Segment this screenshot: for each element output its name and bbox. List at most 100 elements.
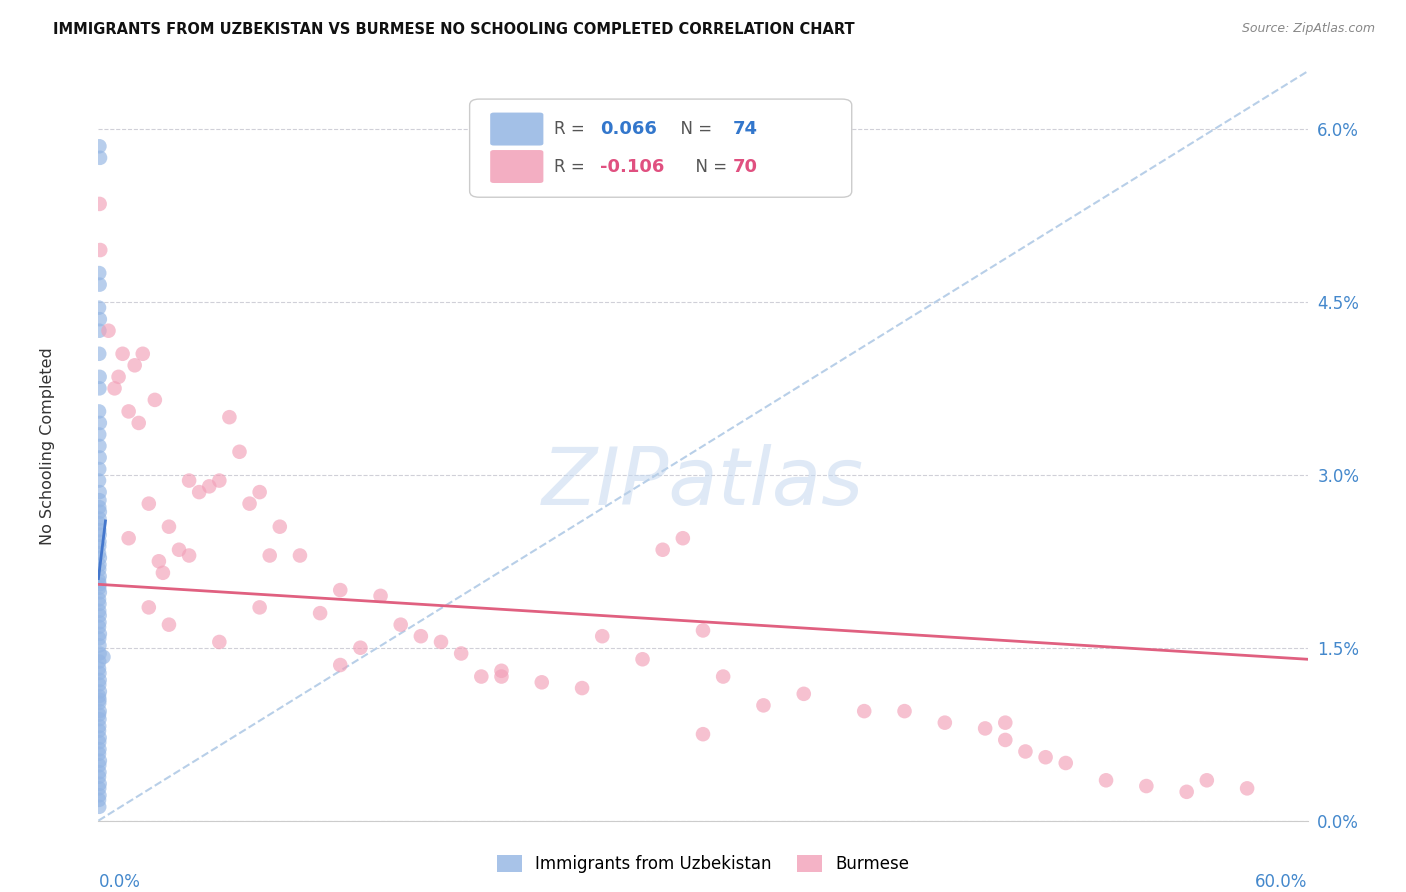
Point: [89, 754, 111, 768]
Point: [89, 684, 111, 698]
Point: [87, 301, 110, 315]
Point: [89, 615, 111, 630]
Point: [89, 312, 111, 326]
Point: [329, 658, 352, 673]
Point: [793, 687, 815, 701]
Text: R =: R =: [554, 158, 591, 176]
Point: [89, 696, 111, 710]
Point: [89, 528, 111, 542]
Point: [370, 589, 392, 603]
Point: [87, 620, 110, 634]
Point: [179, 549, 201, 563]
Point: [132, 347, 155, 361]
Point: [249, 485, 271, 500]
Point: [93, 649, 115, 664]
Point: [228, 444, 250, 458]
Point: [124, 359, 146, 373]
Point: [97, 324, 120, 338]
Point: [409, 629, 432, 643]
Point: [89, 781, 111, 796]
Text: 74: 74: [734, 120, 758, 138]
Point: [89, 369, 111, 384]
Point: [89, 523, 111, 537]
Point: [218, 410, 240, 425]
Point: [89, 450, 111, 465]
Point: [198, 479, 221, 493]
Point: [672, 531, 695, 545]
Text: 70: 70: [734, 158, 758, 176]
Point: [89, 678, 111, 692]
Legend: Immigrants from Uzbekistan, Burmese: Immigrants from Uzbekistan, Burmese: [491, 848, 915, 880]
Point: [1195, 773, 1218, 788]
Point: [87, 793, 110, 807]
Point: [89, 673, 111, 687]
Point: [89, 758, 111, 772]
Point: [138, 497, 160, 511]
Point: [329, 583, 352, 598]
Point: [87, 661, 110, 675]
Point: [208, 635, 231, 649]
Point: [87, 574, 110, 588]
Text: R =: R =: [554, 120, 591, 138]
Point: [249, 600, 271, 615]
Point: [118, 404, 141, 418]
Point: [974, 722, 997, 736]
Point: [188, 485, 211, 500]
Point: [157, 617, 180, 632]
Point: [269, 519, 291, 533]
Point: [89, 511, 111, 525]
Point: [89, 558, 111, 572]
Point: [470, 669, 492, 683]
Point: [87, 770, 110, 784]
Point: [89, 655, 111, 669]
Point: [692, 727, 714, 741]
Point: [239, 497, 262, 511]
Point: [89, 505, 111, 519]
Point: [530, 675, 553, 690]
Point: [89, 585, 111, 599]
Point: [89, 627, 111, 641]
Point: [89, 799, 111, 814]
Point: [89, 712, 111, 726]
Point: [994, 715, 1017, 730]
Point: [208, 474, 231, 488]
Point: [118, 531, 141, 545]
Point: [138, 600, 160, 615]
Point: [89, 485, 111, 500]
Point: [1014, 744, 1036, 758]
Point: [450, 647, 472, 661]
FancyBboxPatch shape: [491, 150, 543, 183]
Point: [89, 639, 111, 653]
Point: [89, 427, 111, 442]
Point: [259, 549, 281, 563]
Point: [692, 624, 714, 638]
Point: [89, 381, 111, 395]
Point: [853, 704, 876, 718]
Point: [430, 635, 453, 649]
Point: [87, 747, 110, 761]
Point: [152, 566, 174, 580]
Point: [1236, 781, 1258, 796]
Point: [89, 550, 111, 565]
Point: [893, 704, 915, 718]
Point: [349, 640, 371, 655]
Point: [288, 549, 311, 563]
Point: [89, 765, 111, 780]
Point: [89, 597, 111, 611]
Point: [89, 577, 111, 591]
Point: [87, 707, 110, 722]
Point: [651, 542, 673, 557]
Point: [148, 554, 170, 568]
Point: [89, 277, 111, 292]
Point: [89, 347, 111, 361]
Point: [994, 733, 1017, 747]
Text: Source: ZipAtlas.com: Source: ZipAtlas.com: [1241, 22, 1375, 36]
Point: [89, 266, 111, 280]
Point: [89, 243, 111, 257]
Point: [309, 606, 332, 620]
Point: [89, 562, 111, 576]
Point: [1054, 756, 1077, 770]
Point: [89, 151, 111, 165]
Point: [89, 731, 111, 745]
Point: [89, 416, 111, 430]
